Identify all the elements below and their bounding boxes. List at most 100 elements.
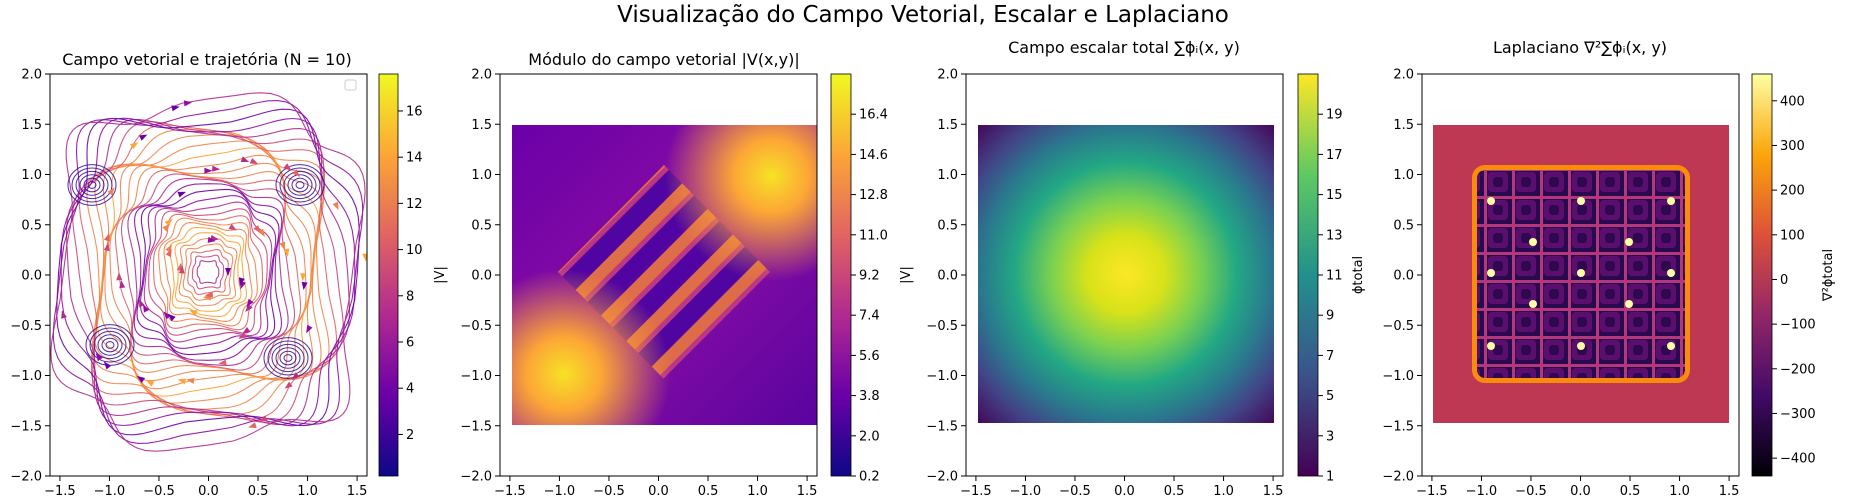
stream-arrow bbox=[186, 377, 195, 384]
stream-arrow bbox=[283, 163, 292, 171]
vortex-streamline bbox=[87, 181, 97, 189]
colorbar-tick-label: 100 bbox=[1780, 228, 1805, 243]
stream-arrow bbox=[238, 332, 247, 339]
x-tick-label: −1.0 bbox=[544, 484, 576, 499]
colorbar-tick-label: 7.4 bbox=[859, 309, 880, 324]
stream-arrow bbox=[142, 304, 150, 313]
streamline bbox=[104, 162, 312, 382]
y-tick-label: 0.0 bbox=[1393, 269, 1414, 284]
panel2-colorbar bbox=[830, 73, 852, 477]
stream-arrow bbox=[218, 359, 227, 366]
streamline bbox=[109, 166, 307, 378]
panel4-colorbar bbox=[1751, 73, 1773, 477]
laplacian-hotspot bbox=[1625, 238, 1633, 246]
x-tick-label: 1.5 bbox=[347, 484, 368, 499]
streamline bbox=[91, 134, 325, 410]
x-tick-label: 0.0 bbox=[648, 484, 669, 499]
y-tick-label: 0.0 bbox=[471, 269, 492, 284]
colorbar-tick-label: 0 bbox=[1780, 273, 1788, 288]
streamline bbox=[158, 217, 258, 327]
stream-arrow bbox=[306, 324, 313, 334]
stream-arrow bbox=[163, 311, 171, 320]
panel4-image bbox=[1433, 125, 1729, 423]
streamline bbox=[93, 140, 323, 404]
colorbar-tick-label: 10 bbox=[406, 243, 423, 258]
streamline bbox=[139, 195, 277, 349]
colorbar-tick-label: 2.0 bbox=[859, 429, 880, 444]
y-tick-label: −1.5 bbox=[1382, 419, 1414, 434]
stream-arrow bbox=[301, 281, 308, 291]
y-tick-label: 2.0 bbox=[471, 68, 492, 83]
y-tick-label: 1.5 bbox=[471, 118, 492, 133]
stream-arrow bbox=[116, 272, 123, 281]
colorbar-tick-label: 0.2 bbox=[859, 470, 880, 485]
stream-arrow bbox=[167, 313, 176, 322]
x-tick-label: −1.5 bbox=[1416, 484, 1448, 499]
x-tick-label: −1.0 bbox=[1466, 484, 1498, 499]
streamline bbox=[65, 118, 351, 426]
y-tick-label: 0.5 bbox=[471, 218, 492, 233]
y-tick-label: −1.5 bbox=[460, 419, 492, 434]
x-tick-label: 1.5 bbox=[797, 484, 818, 499]
x-tick-label: 0.5 bbox=[248, 484, 269, 499]
streamline bbox=[133, 183, 283, 361]
streamline bbox=[191, 254, 225, 290]
stream-arrow bbox=[204, 167, 213, 174]
colorbar-tick-label: −400 bbox=[1780, 452, 1816, 467]
x-tick-label: −0.5 bbox=[1059, 484, 1091, 499]
streamline bbox=[174, 232, 242, 312]
stream-arrow bbox=[177, 191, 187, 198]
stream-arrow bbox=[183, 100, 193, 107]
colorbar-tick-label: 9.2 bbox=[859, 269, 880, 284]
panel3-image bbox=[978, 125, 1274, 423]
y-tick-label: 0.0 bbox=[21, 269, 42, 284]
colorbar-tick-label: 4 bbox=[406, 382, 414, 397]
y-tick-label: 2.0 bbox=[937, 68, 958, 83]
streamline bbox=[143, 201, 273, 343]
colorbar-tick-label: 13 bbox=[1326, 228, 1343, 243]
panel3-colorbar bbox=[1297, 73, 1319, 477]
streamline bbox=[86, 128, 330, 416]
stream-arrow bbox=[211, 165, 221, 172]
stream-arrow bbox=[107, 187, 115, 196]
streamline bbox=[136, 188, 280, 356]
stream-arrow bbox=[130, 142, 139, 150]
y-tick-label: −2.0 bbox=[460, 470, 492, 485]
x-tick-label: 0.5 bbox=[1164, 484, 1185, 499]
panel2-colorbar-label: |V| bbox=[899, 266, 914, 284]
streamline bbox=[72, 121, 344, 423]
y-tick-label: 1.5 bbox=[1393, 118, 1414, 133]
colorbar-tick-label: 11.0 bbox=[859, 228, 888, 243]
streamline bbox=[187, 249, 229, 295]
laplacian-hotspot bbox=[1577, 197, 1585, 205]
laplacian-hotspot bbox=[1487, 269, 1495, 277]
x-tick-label: −0.5 bbox=[593, 484, 625, 499]
stream-arrow bbox=[245, 303, 253, 312]
vortex-streamline bbox=[283, 354, 293, 362]
panel4-title: Laplaciano ∇²∑ϕᵢ(x, y) bbox=[1493, 38, 1667, 57]
stream-arrow bbox=[177, 378, 187, 385]
stream-arrow bbox=[103, 242, 110, 252]
laplacian-hotspot bbox=[1577, 342, 1585, 350]
y-tick-label: −0.5 bbox=[1382, 319, 1414, 334]
y-tick-label: 2.0 bbox=[21, 68, 42, 83]
panel-magnitude: Módulo do campo vetorial |V(x,y)| −1.5 −1… bbox=[460, 50, 914, 499]
laplacian-hotspot bbox=[1529, 238, 1537, 246]
colorbar-tick-label: 14 bbox=[406, 151, 423, 166]
panel4-colorbar-ticks: −400 −300 −200 −100 0 100 200 300 400 bbox=[1772, 94, 1816, 467]
stream-arrow bbox=[228, 223, 237, 231]
vortex-streamline bbox=[283, 170, 317, 200]
x-tick-label: −0.5 bbox=[143, 484, 175, 499]
vortex-streamline bbox=[287, 174, 313, 196]
x-tick-label: 0.5 bbox=[698, 484, 719, 499]
colorbar-tick-label: 19 bbox=[1326, 108, 1343, 123]
colorbar-tick-label: 17 bbox=[1326, 148, 1343, 163]
panel1-colorbar-ticks: 2 4 6 8 10 12 14 16 bbox=[398, 104, 423, 443]
stream-arrow bbox=[103, 361, 112, 370]
vortex-streamline bbox=[275, 164, 325, 206]
stream-arrow bbox=[291, 372, 300, 380]
panel-laplacian: Laplaciano ∇²∑ϕᵢ(x, y) −1.5 −1.0 −0.5 0.0 0.… bbox=[1382, 38, 1836, 499]
laplacian-hotspot bbox=[1577, 269, 1585, 277]
